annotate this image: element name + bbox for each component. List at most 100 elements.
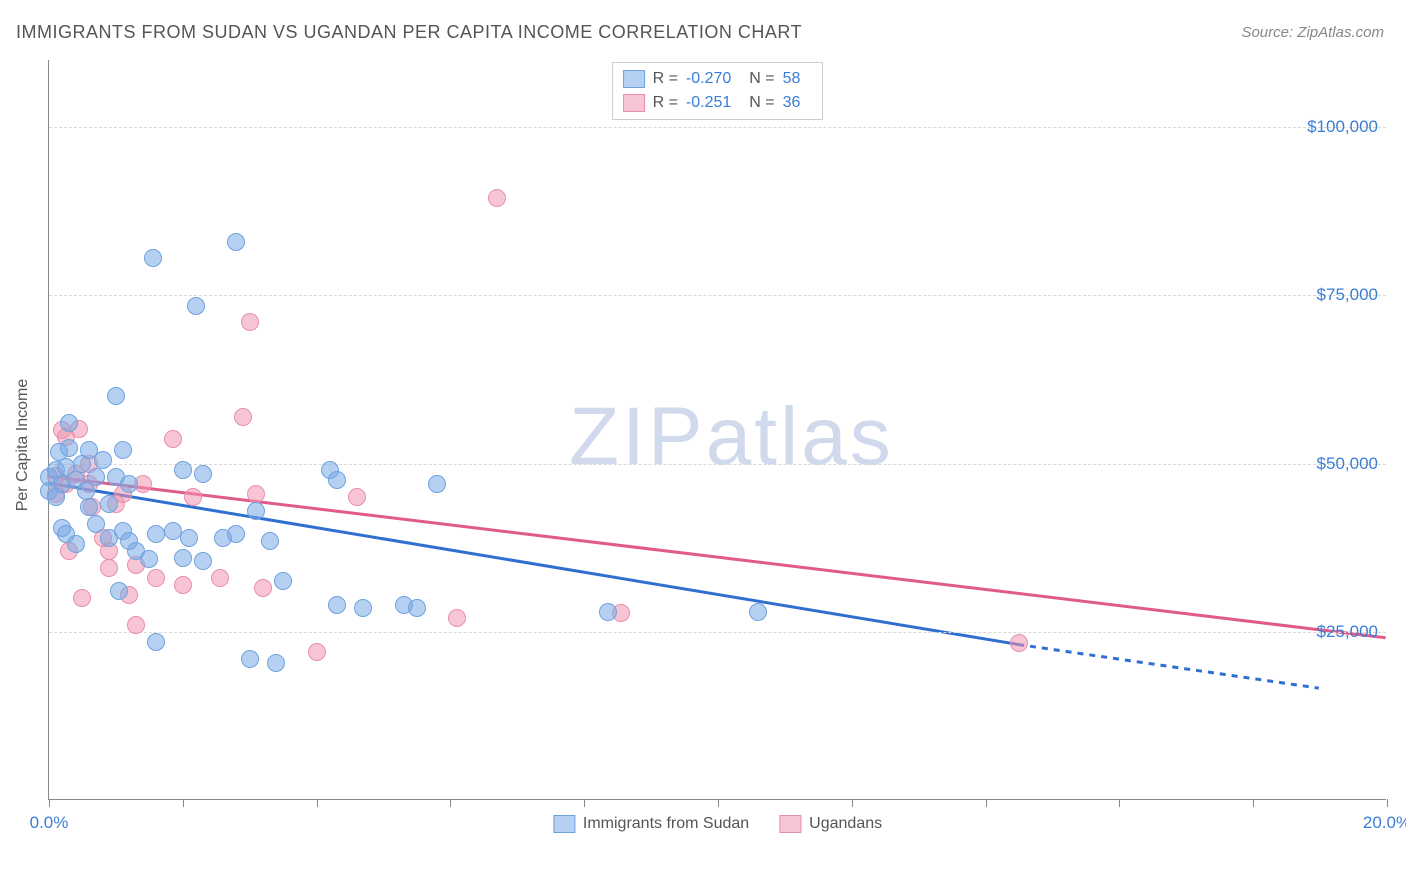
legend-bottom-label-1: Immigrants from Sudan — [583, 815, 749, 833]
scatter-point-sudan — [227, 525, 245, 543]
scatter-point-sudan — [144, 249, 162, 267]
legend-n-value-2: 36 — [783, 91, 801, 115]
scatter-point-uganda — [211, 569, 229, 587]
grid-line — [49, 295, 1386, 296]
legend-n-label: N = — [749, 67, 774, 91]
scatter-point-uganda — [448, 609, 466, 627]
scatter-point-uganda — [308, 643, 326, 661]
x-tick — [317, 799, 318, 807]
legend-r-value-2: -0.251 — [686, 91, 731, 115]
x-tick — [852, 799, 853, 807]
scatter-point-sudan — [140, 550, 158, 568]
scatter-point-sudan — [354, 599, 372, 617]
scatter-point-uganda — [127, 616, 145, 634]
scatter-point-sudan — [274, 572, 292, 590]
scatter-point-sudan — [60, 439, 78, 457]
scatter-point-uganda — [348, 488, 366, 506]
legend-r-value-1: -0.270 — [686, 67, 731, 91]
legend-top-row-1: R = -0.270 N = 58 — [623, 67, 811, 91]
legend-swatch-sudan — [623, 70, 645, 88]
legend-swatch-sudan — [553, 815, 575, 833]
scatter-point-sudan — [60, 414, 78, 432]
grid-line — [49, 464, 1386, 465]
scatter-point-sudan — [94, 451, 112, 469]
scatter-point-sudan — [164, 522, 182, 540]
scatter-point-sudan — [107, 387, 125, 405]
x-tick — [718, 799, 719, 807]
scatter-point-sudan — [194, 552, 212, 570]
scatter-point-sudan — [408, 599, 426, 617]
y-tick-label: $50,000 — [1317, 454, 1378, 474]
scatter-point-sudan — [174, 461, 192, 479]
scatter-point-uganda — [73, 589, 91, 607]
legend-bottom-item-uganda: Ugandans — [779, 815, 882, 833]
scatter-point-sudan — [247, 502, 265, 520]
legend-bottom: Immigrants from Sudan Ugandans — [553, 815, 882, 833]
scatter-point-sudan — [174, 549, 192, 567]
scatter-point-uganda — [174, 576, 192, 594]
legend-n-label: N = — [749, 91, 774, 115]
scatter-point-uganda — [234, 408, 252, 426]
x-tick — [450, 799, 451, 807]
legend-bottom-item-sudan: Immigrants from Sudan — [553, 815, 749, 833]
scatter-point-sudan — [87, 468, 105, 486]
scatter-point-sudan — [194, 465, 212, 483]
scatter-point-uganda — [184, 488, 202, 506]
scatter-point-uganda — [164, 430, 182, 448]
legend-top-box: R = -0.270 N = 58 R = -0.251 N = 36 — [612, 62, 824, 120]
source-label: Source: ZipAtlas.com — [1241, 24, 1384, 41]
legend-bottom-label-2: Ugandans — [809, 815, 882, 833]
scatter-point-sudan — [187, 297, 205, 315]
scatter-point-sudan — [110, 582, 128, 600]
y-axis-label: Per Capita Income — [14, 379, 32, 512]
legend-r-label: R = — [653, 67, 678, 91]
scatter-point-sudan — [227, 233, 245, 251]
scatter-point-uganda — [100, 559, 118, 577]
scatter-point-uganda — [488, 189, 506, 207]
scatter-point-sudan — [261, 532, 279, 550]
plot-area: ZIPatlas R = -0.270 N = 58 R = -0.251 N … — [48, 60, 1386, 800]
scatter-point-uganda — [247, 485, 265, 503]
watermark-text: ZIPatlas — [569, 390, 894, 484]
scatter-point-sudan — [241, 650, 259, 668]
scatter-point-sudan — [267, 654, 285, 672]
y-tick-label: $25,000 — [1317, 622, 1378, 642]
legend-swatch-uganda — [779, 815, 801, 833]
x-tick — [584, 799, 585, 807]
scatter-point-sudan — [147, 633, 165, 651]
scatter-point-sudan — [428, 475, 446, 493]
scatter-point-sudan — [749, 603, 767, 621]
scatter-point-sudan — [599, 603, 617, 621]
x-tick — [183, 799, 184, 807]
y-tick-label: $100,000 — [1307, 117, 1378, 137]
legend-swatch-uganda — [623, 94, 645, 112]
scatter-point-sudan — [328, 596, 346, 614]
scatter-point-uganda — [254, 579, 272, 597]
scatter-point-uganda — [147, 569, 165, 587]
legend-n-value-1: 58 — [783, 67, 801, 91]
y-tick-label: $75,000 — [1317, 285, 1378, 305]
grid-line — [49, 127, 1386, 128]
x-tick — [986, 799, 987, 807]
scatter-point-uganda — [241, 313, 259, 331]
trend-lines-layer — [49, 60, 1386, 799]
x-tick — [1387, 799, 1388, 807]
x-tick — [1253, 799, 1254, 807]
scatter-point-sudan — [114, 441, 132, 459]
scatter-point-sudan — [120, 475, 138, 493]
x-tick — [49, 799, 50, 807]
grid-line — [49, 632, 1386, 633]
scatter-point-sudan — [328, 471, 346, 489]
scatter-point-sudan — [100, 495, 118, 513]
scatter-point-sudan — [67, 535, 85, 553]
scatter-point-sudan — [180, 529, 198, 547]
scatter-point-sudan — [80, 498, 98, 516]
chart-title: IMMIGRANTS FROM SUDAN VS UGANDAN PER CAP… — [16, 22, 802, 43]
legend-top-row-2: R = -0.251 N = 36 — [623, 91, 811, 115]
x-tick-label-left: 0.0% — [30, 813, 69, 833]
x-tick-label-right: 20.0% — [1363, 813, 1406, 833]
scatter-point-uganda — [1010, 634, 1028, 652]
legend-r-label: R = — [653, 91, 678, 115]
scatter-point-sudan — [147, 525, 165, 543]
x-tick — [1119, 799, 1120, 807]
